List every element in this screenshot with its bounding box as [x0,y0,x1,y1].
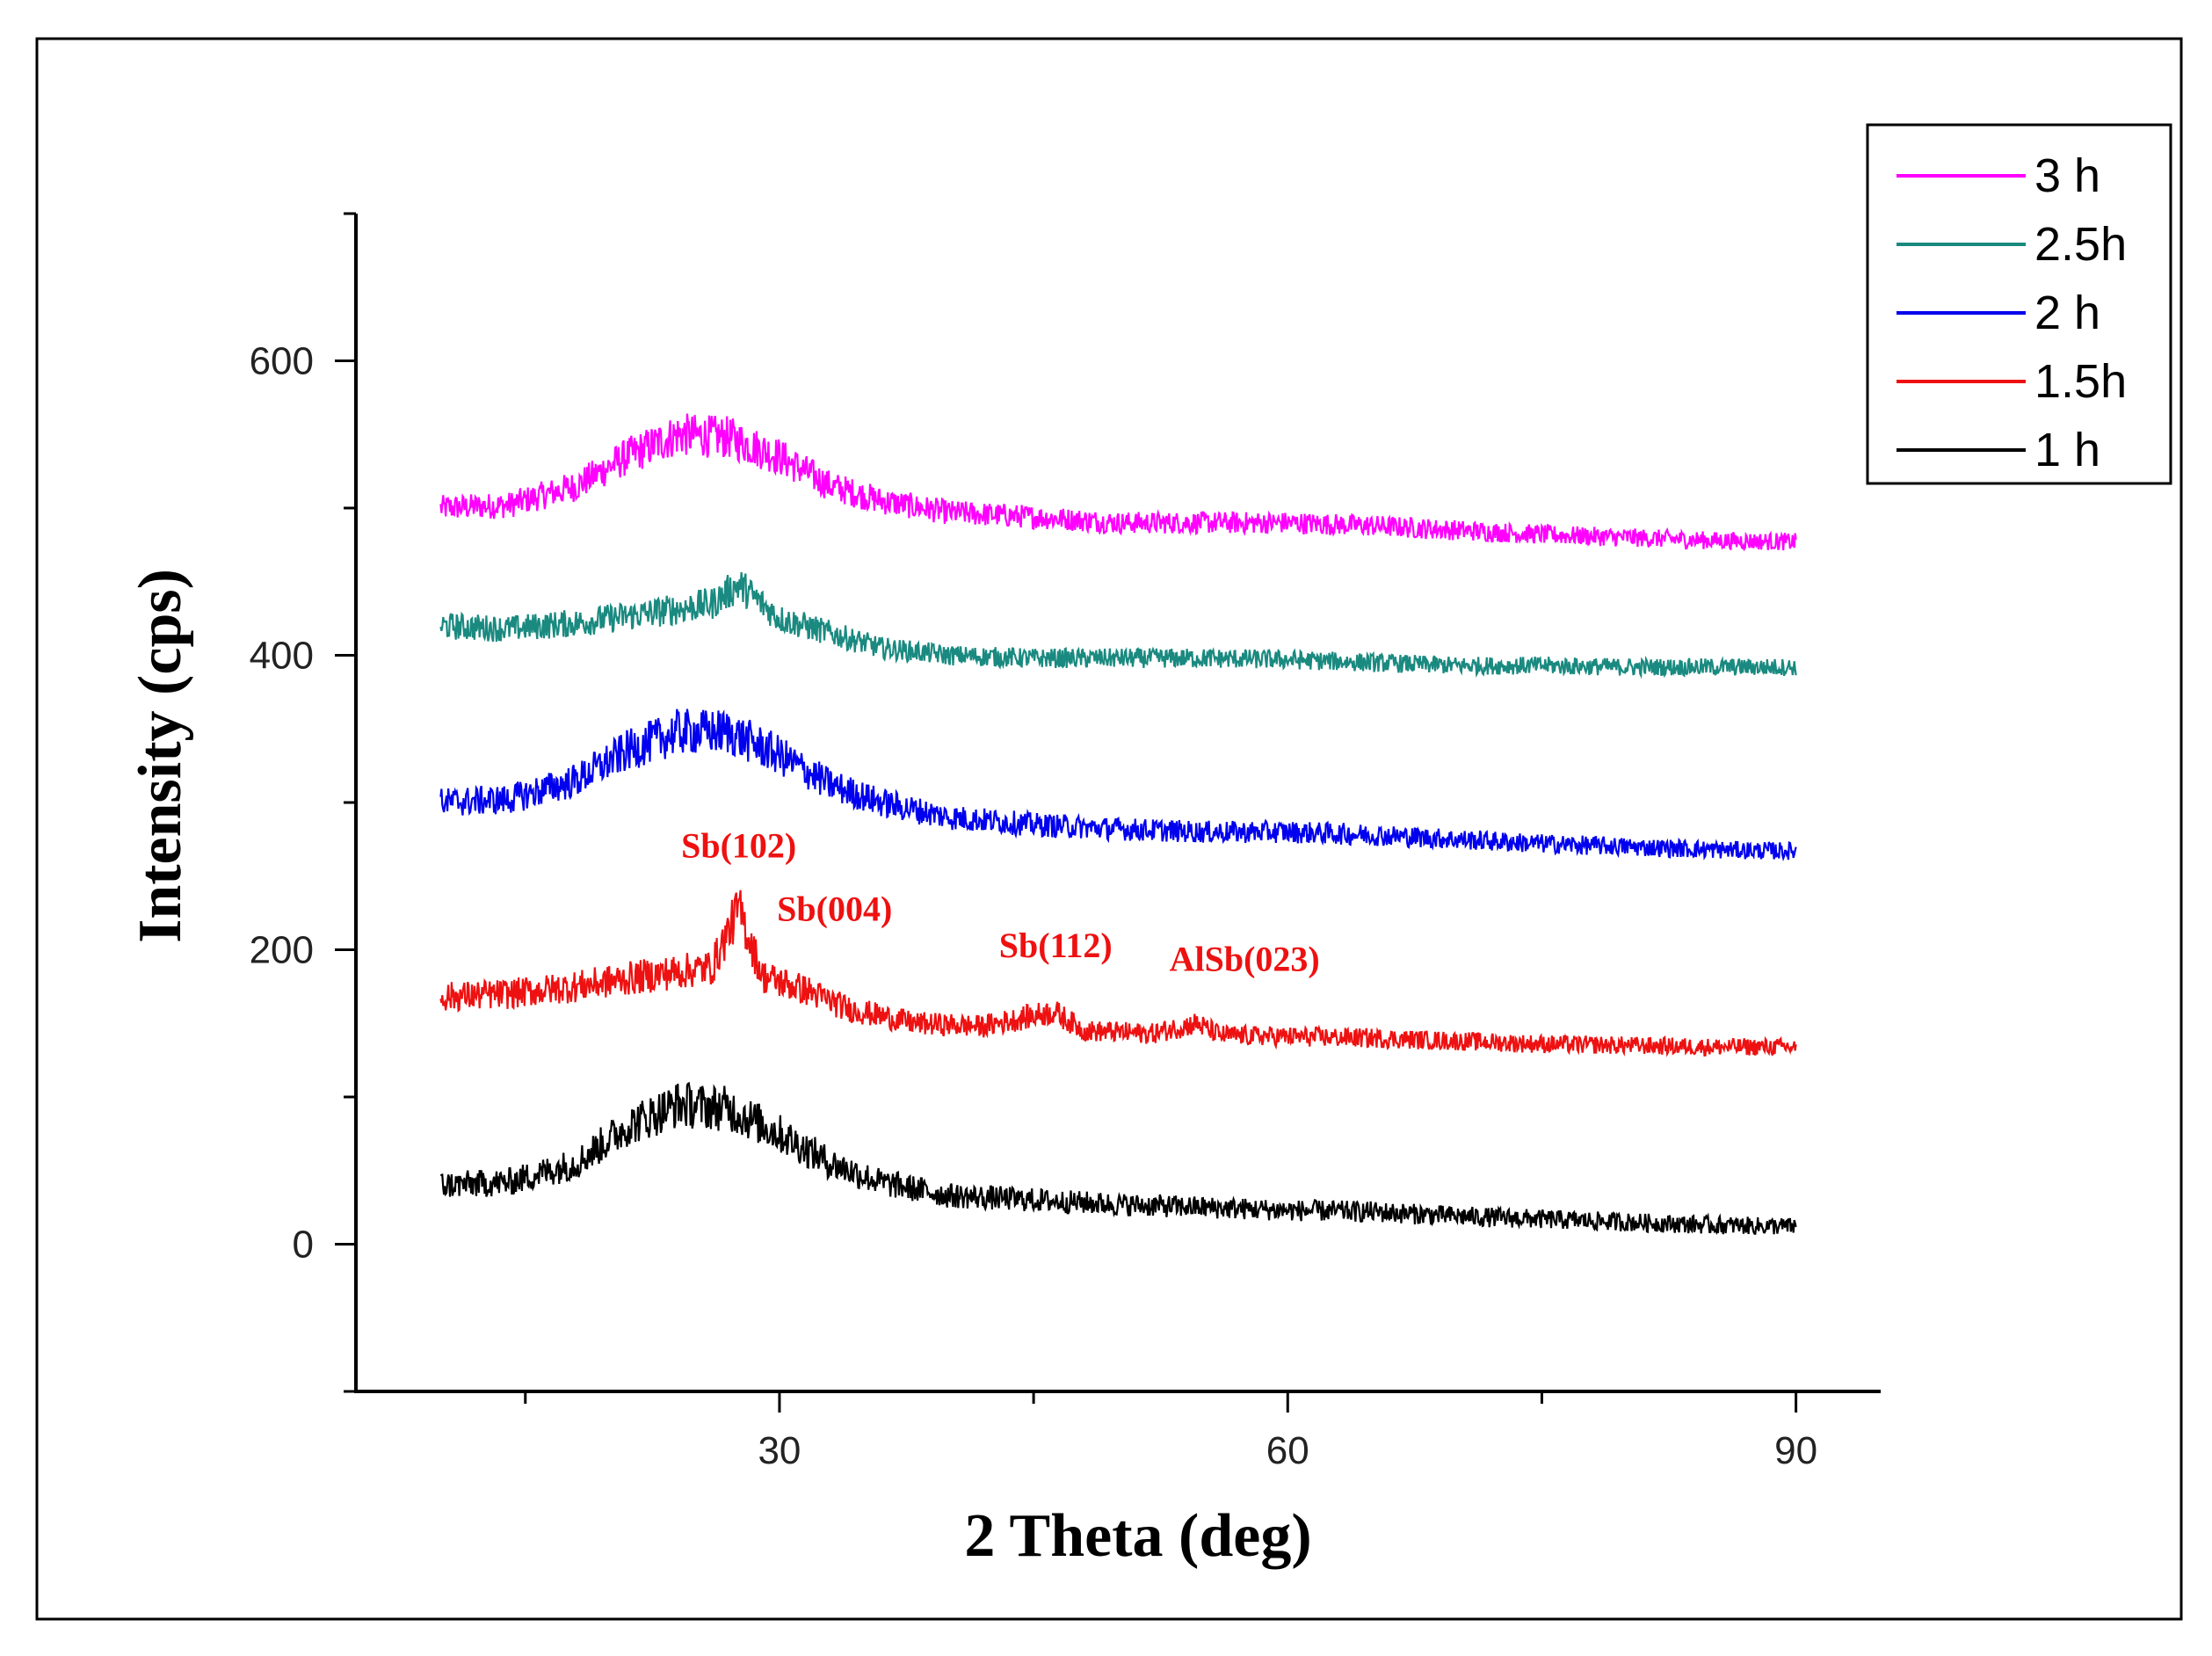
series-line-4 [439,1081,1797,1236]
peak-annotation: Sb(102) [681,826,796,866]
legend-label: 2.5h [2034,218,2127,271]
legend-entries: 3 h 2.5h 2 h 1.5h 1 h [1897,149,2127,476]
legend-box [1866,123,2172,485]
x-ticks: 30 60 90 [524,1391,1817,1472]
legend-label: 2 h [2034,287,2100,339]
series-line-2 [439,708,1797,862]
x-axis-title: 2 Theta (deg) [964,1502,1311,1570]
y-tick-label: 0 [293,1224,314,1267]
legend: 3 h 2.5h 2 h 1.5h 1 h [1866,123,2172,485]
legend-label: 3 h [2034,149,2100,202]
x-tick-label: 90 [1774,1429,1817,1472]
peak-annotation: Sb(112) [999,926,1113,965]
peak-annotation: Sb(004) [777,889,892,928]
series-line-1 [439,571,1797,679]
x-tick-label: 30 [758,1429,801,1472]
y-axis-title: Intensity (cps) [127,569,194,943]
y-tick-label: 600 [250,340,314,383]
x-tick-label: 60 [1266,1429,1309,1472]
series-line-3 [439,890,1797,1057]
figure-frame [35,37,2183,1621]
legend-label: 1 h [2034,424,2100,476]
y-tick-label: 200 [250,929,314,972]
series-layer [439,413,1797,1236]
annotation-layer: Sb(102) Sb(004) Sb(112) AlSb(023) [681,826,1320,979]
peak-annotation: AlSb(023) [1170,939,1320,978]
y-tick-label: 400 [250,635,314,678]
y-ticks: 0 200 400 600 [250,212,356,1393]
series-line-0 [439,413,1797,552]
legend-label: 1.5h [2034,355,2127,408]
